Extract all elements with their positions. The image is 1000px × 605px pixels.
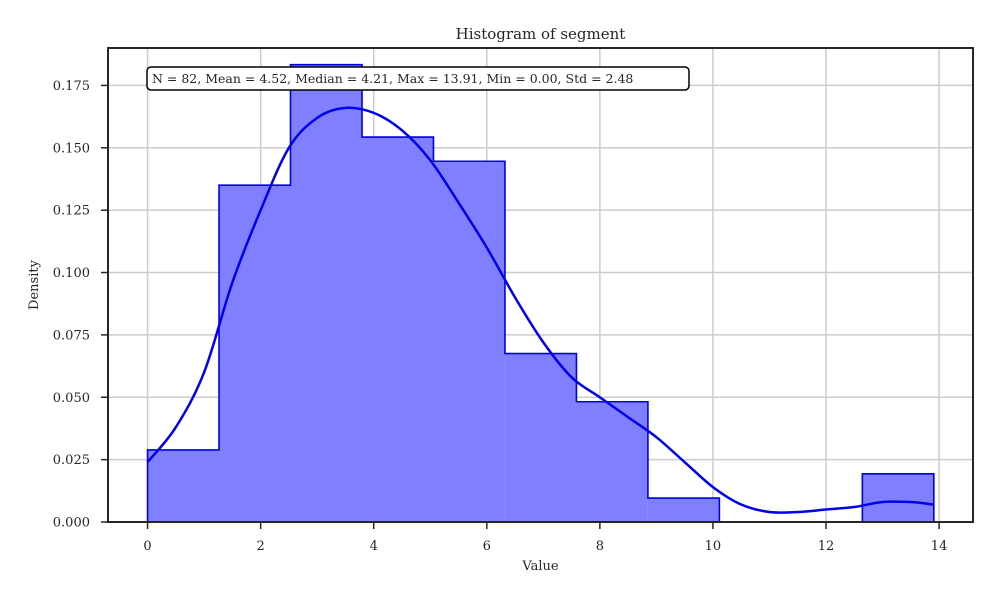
stats-text: N = 82, Mean = 4.52, Median = 4.21, Max …	[152, 71, 633, 86]
kde-curve-layer	[146, 106, 934, 514]
y-tick-label: 0.175	[53, 79, 90, 94]
plot-frame	[107, 47, 974, 523]
histogram-bar	[147, 449, 220, 522]
x-tick-label: 8	[596, 539, 604, 554]
y-tick-label: 0.075	[53, 328, 90, 343]
stats-box-frame	[146, 66, 690, 91]
histogram-bar	[290, 64, 363, 523]
kde-curve	[146, 106, 934, 514]
histogram-bar	[647, 498, 720, 522]
histogram-bars	[146, 63, 935, 523]
histogram-bar	[219, 185, 291, 523]
y-tick-label: 0.100	[53, 266, 90, 281]
y-tick-label: 0.025	[53, 453, 90, 468]
histogram-bar	[862, 473, 934, 522]
x-tick-label: 4	[370, 539, 378, 554]
x-tick-label: 6	[483, 539, 491, 554]
histogram-bar	[433, 161, 505, 522]
y-axis-label: Density	[27, 259, 42, 310]
stats-box: N = 82, Mean = 4.52, Median = 4.21, Max …	[146, 66, 690, 91]
x-tick-label: 12	[818, 539, 835, 554]
histogram-bar	[362, 137, 434, 522]
x-tick-label: 2	[257, 539, 265, 554]
y-axis-ticks: 0.000 0.025 0.050 0.075 0.100 0.125 0.150 0.175	[53, 79, 108, 531]
y-tick-label: 0.000	[53, 516, 90, 531]
chart-title: Histogram of segment	[456, 25, 626, 43]
x-axis-ticks: 0 2 4 6 8 10 12 14	[143, 522, 947, 554]
x-tick-label: 0	[143, 539, 151, 554]
histogram-bar	[504, 353, 577, 522]
x-tick-label: 10	[705, 539, 722, 554]
y-tick-label: 0.150	[53, 141, 90, 156]
histogram-bar	[576, 401, 648, 522]
y-tick-label: 0.050	[53, 391, 90, 406]
x-axis-label: Value	[521, 559, 558, 574]
x-tick-label: 14	[931, 539, 948, 554]
y-tick-label: 0.125	[53, 204, 90, 219]
histogram-outline	[146, 63, 935, 522]
